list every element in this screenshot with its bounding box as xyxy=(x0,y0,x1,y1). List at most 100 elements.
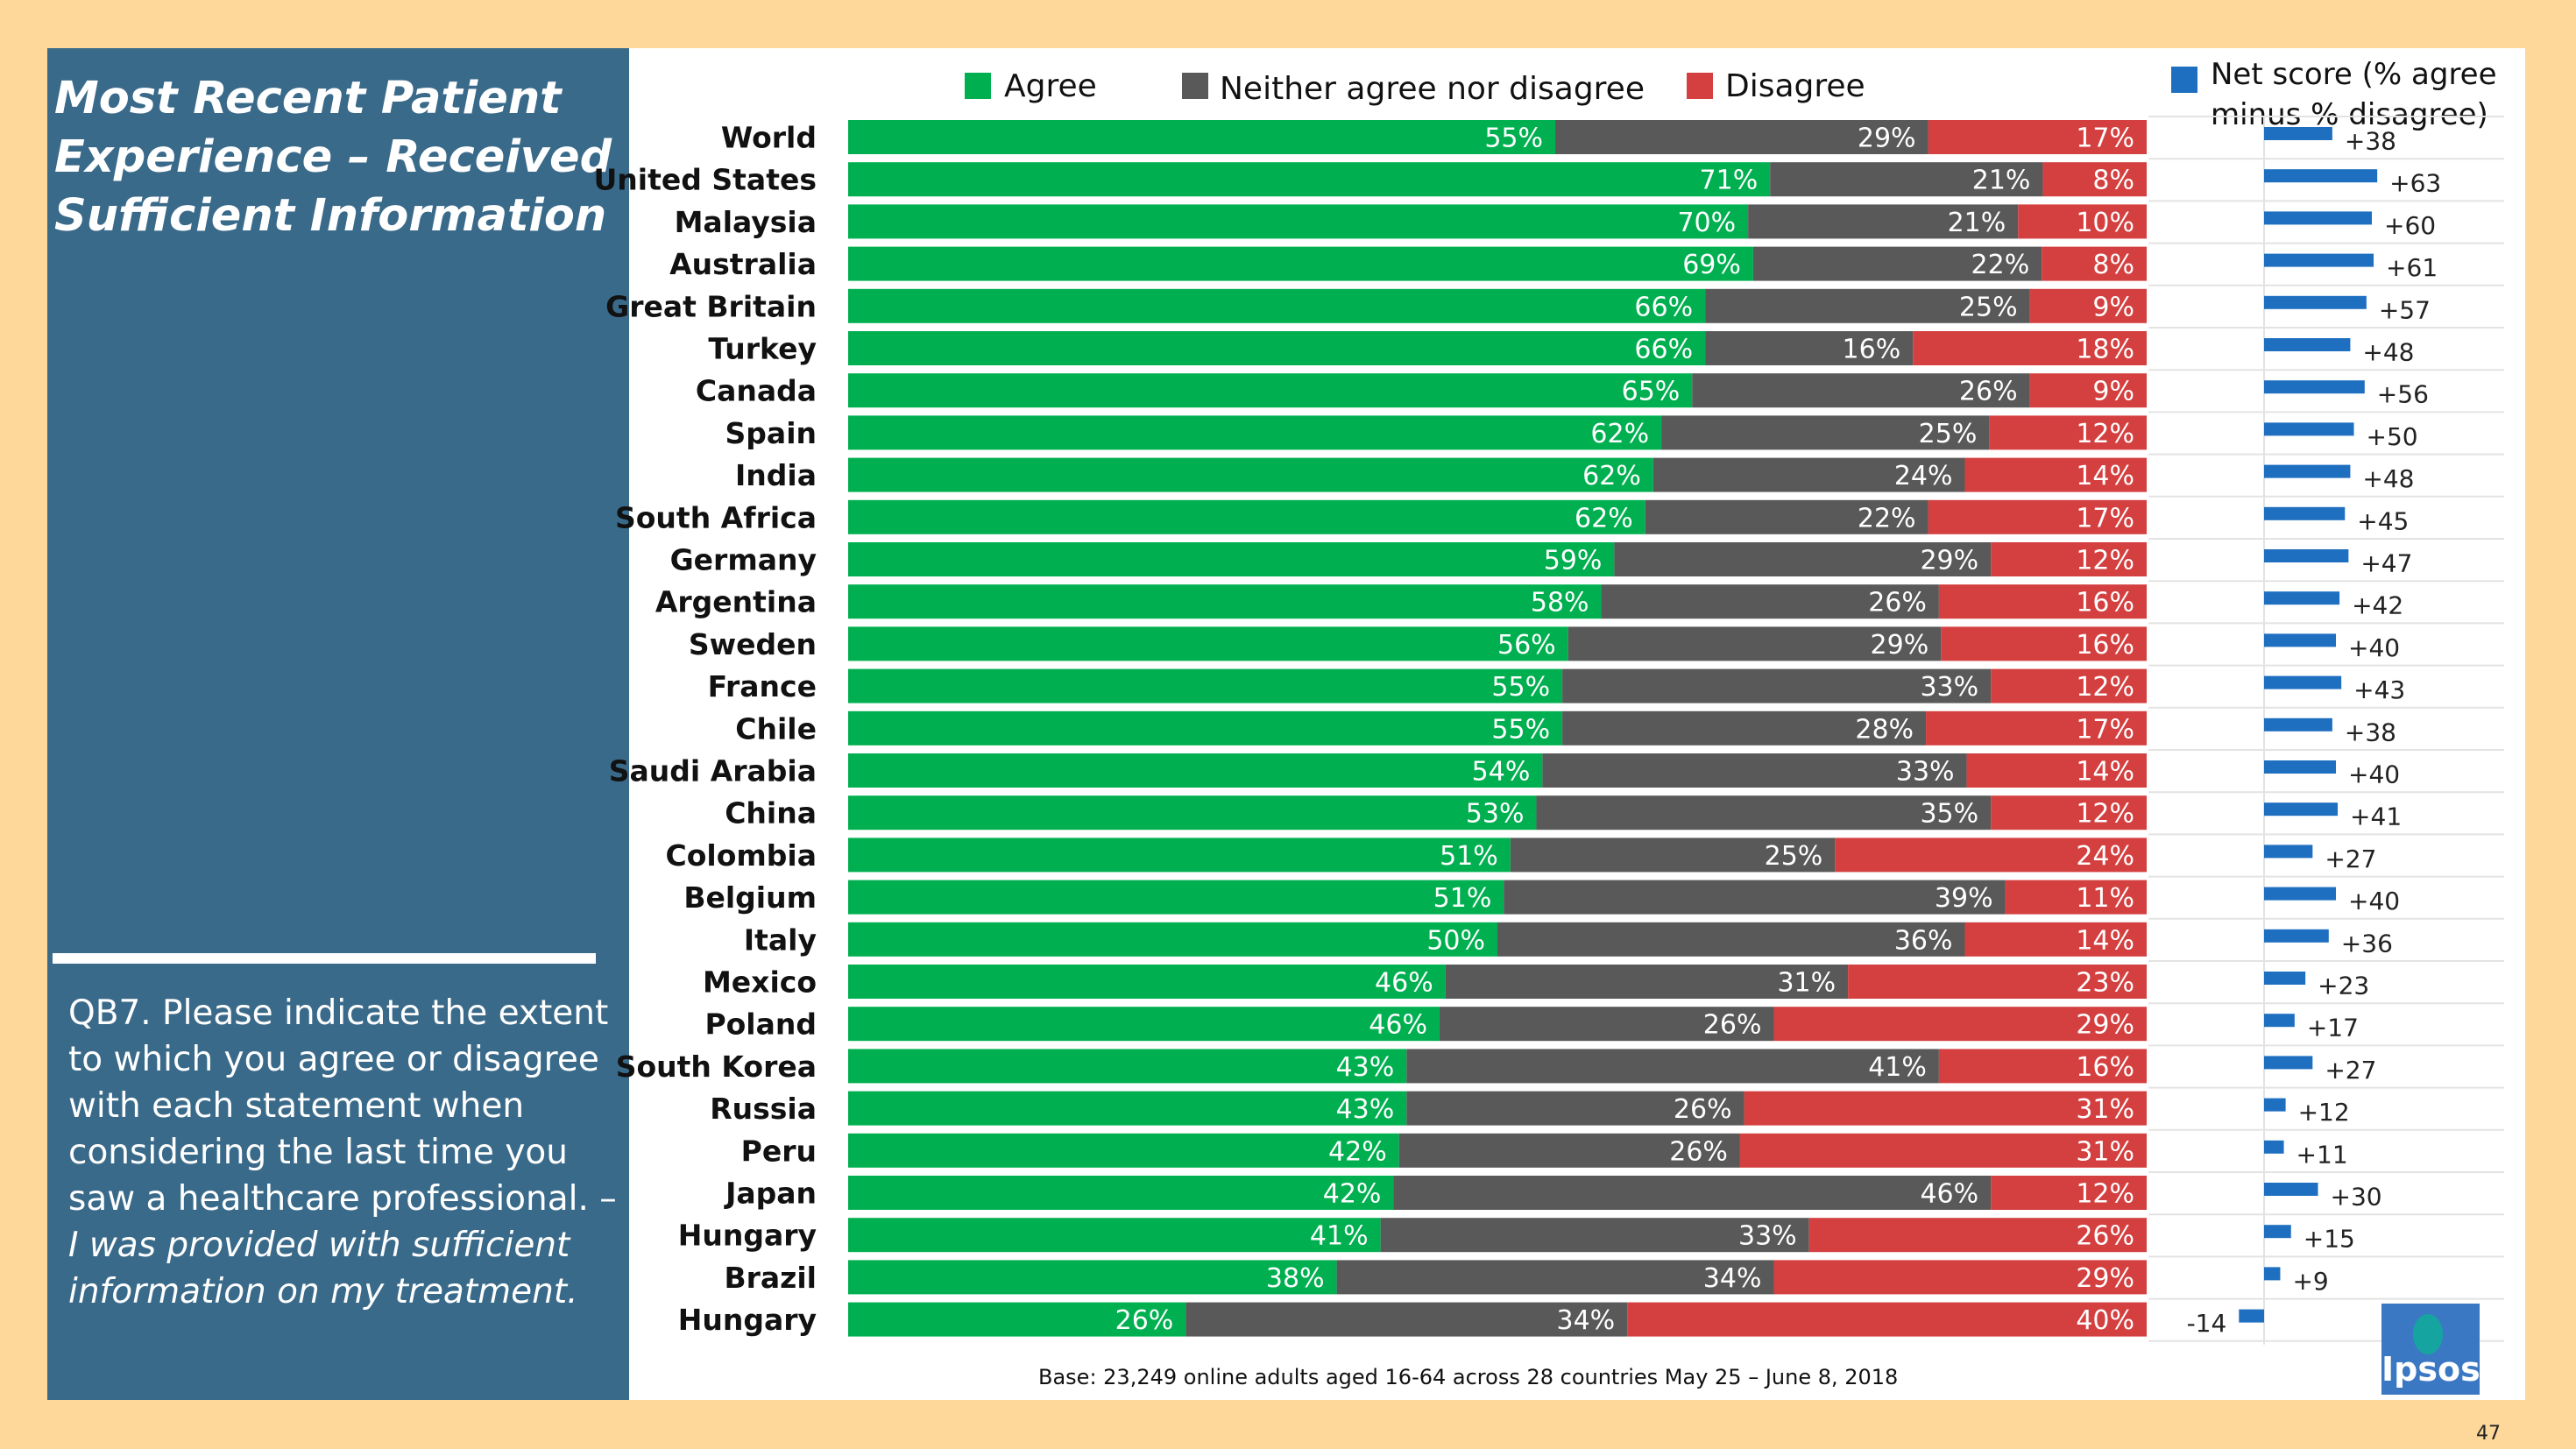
agree-bar xyxy=(848,542,1615,576)
disagree-value-label: 18% xyxy=(2076,335,2134,365)
disagree-value-label: 29% xyxy=(2076,1010,2134,1041)
disagree-bar xyxy=(1926,710,2147,746)
country-label: South Korea xyxy=(616,1050,817,1084)
net-score-bar xyxy=(2264,887,2336,901)
country-label: China xyxy=(725,796,817,831)
agree-value-label: 55% xyxy=(1491,714,1550,745)
disagree-bar xyxy=(1966,753,2147,788)
disagree-value-label: 14% xyxy=(2076,757,2134,788)
country-label: Sweden xyxy=(689,627,817,661)
base-note: Base: 23,249 online adults aged 16-64 ac… xyxy=(1038,1365,1899,1389)
neither-bar xyxy=(1652,457,1965,492)
agree-bar xyxy=(848,668,1563,703)
neither-bar xyxy=(1692,373,2030,408)
disagree-bar xyxy=(1808,1218,2147,1253)
neither-value-label: 26% xyxy=(1868,588,1927,618)
agree-value-label: 38% xyxy=(1266,1263,1325,1294)
country-label: Turkey xyxy=(708,332,817,366)
country-label: Mexico xyxy=(703,965,817,1000)
net-score-bar xyxy=(2264,1056,2313,1070)
logo-text: Ipsos xyxy=(2381,1350,2480,1389)
neither-bar xyxy=(1661,415,1990,450)
net-score-bar xyxy=(2264,169,2378,183)
country-label: Hungary xyxy=(678,1303,817,1337)
net-score-label: +56 xyxy=(2377,380,2429,409)
disagree-value-label: 23% xyxy=(2076,968,2134,999)
net-score-label: +41 xyxy=(2350,802,2402,831)
net-score-bar xyxy=(2264,760,2336,774)
neither-bar xyxy=(1562,710,1927,746)
agree-value-label: 55% xyxy=(1484,124,1543,154)
agree-value-label: 42% xyxy=(1323,1179,1382,1210)
agree-bar xyxy=(848,457,1653,492)
country-label: Spain xyxy=(725,416,817,450)
net-score-label: +27 xyxy=(2325,845,2376,873)
net-score-label: +30 xyxy=(2331,1183,2382,1212)
net-score-bar xyxy=(2264,295,2367,309)
net-score-bar xyxy=(2264,1267,2281,1281)
country-label: Russia xyxy=(710,1092,817,1126)
question-main: QB7. Please indicate the extent to which… xyxy=(68,993,617,1219)
country-label: Malaysia xyxy=(675,205,817,239)
neither-value-label: 33% xyxy=(1896,757,1955,788)
country-label: World xyxy=(721,121,817,155)
neither-value-label: 33% xyxy=(1738,1221,1797,1252)
country-label: Colombia xyxy=(666,838,817,873)
neither-value-label: 39% xyxy=(1935,883,1993,914)
neither-value-label: 16% xyxy=(1843,335,1901,365)
net-score-bar xyxy=(2264,464,2351,478)
logo-mark-icon xyxy=(2413,1314,2443,1354)
net-score-label: +43 xyxy=(2353,675,2405,704)
agree-bar xyxy=(848,120,1556,154)
disagree-bar xyxy=(1913,331,2147,365)
disagree-bar xyxy=(1835,838,2147,873)
neither-bar xyxy=(1752,246,2042,281)
disagree-value-label: 8% xyxy=(2092,166,2134,196)
agree-bar xyxy=(848,1049,1407,1084)
neither-bar xyxy=(1336,1260,1774,1295)
agree-value-label: 53% xyxy=(1466,799,1525,830)
net-score-label: +61 xyxy=(2386,253,2438,282)
neither-value-label: 26% xyxy=(1674,1094,1732,1125)
disagree-value-label: 12% xyxy=(2076,419,2134,449)
legend-net-swatch xyxy=(2171,67,2197,93)
disagree-bar xyxy=(1989,415,2147,450)
net-score-bar xyxy=(2264,633,2336,647)
agree-value-label: 70% xyxy=(1677,208,1736,238)
disagree-value-label: 17% xyxy=(2076,714,2134,745)
agree-value-label: 51% xyxy=(1440,841,1498,872)
country-label: India xyxy=(735,458,817,492)
legend-agree-label: Agree xyxy=(1004,68,1097,104)
disagree-value-label: 12% xyxy=(2076,799,2134,830)
neither-value-label: 35% xyxy=(1920,799,1978,830)
disagree-bar xyxy=(1928,120,2147,154)
disagree-value-label: 16% xyxy=(2076,630,2134,661)
net-score-bar xyxy=(2264,929,2329,943)
disagree-bar xyxy=(2042,162,2147,197)
country-label: Argentina xyxy=(655,585,817,619)
neither-value-label: 34% xyxy=(1557,1305,1616,1336)
ipsos-logo: Ipsos xyxy=(2381,1304,2480,1395)
disagree-value-label: 14% xyxy=(2076,925,2134,956)
agree-value-label: 41% xyxy=(1310,1221,1369,1252)
net-score-label: +40 xyxy=(2348,887,2400,915)
net-score-bar xyxy=(2264,972,2306,985)
neither-bar xyxy=(1748,204,2019,239)
agree-bar xyxy=(848,1007,1440,1042)
disagree-bar xyxy=(1964,922,2147,957)
divider xyxy=(53,953,596,964)
net-score-label: +48 xyxy=(2362,464,2414,493)
neither-bar xyxy=(1445,965,1849,999)
disagree-bar xyxy=(1627,1302,2147,1337)
agree-bar xyxy=(848,922,1497,957)
country-label: Poland xyxy=(704,1007,817,1042)
neither-bar xyxy=(1510,838,1836,873)
page-title: Most Recent Patient Experience – Receive… xyxy=(54,73,612,242)
agree-value-label: 56% xyxy=(1497,630,1556,661)
net-score-label: +23 xyxy=(2318,972,2369,1000)
country-label: Great Britain xyxy=(605,289,817,323)
agree-value-label: 66% xyxy=(1634,335,1693,365)
neither-value-label: 25% xyxy=(1959,292,2018,322)
country-label: Italy xyxy=(744,922,817,957)
disagree-value-label: 11% xyxy=(2076,883,2134,914)
